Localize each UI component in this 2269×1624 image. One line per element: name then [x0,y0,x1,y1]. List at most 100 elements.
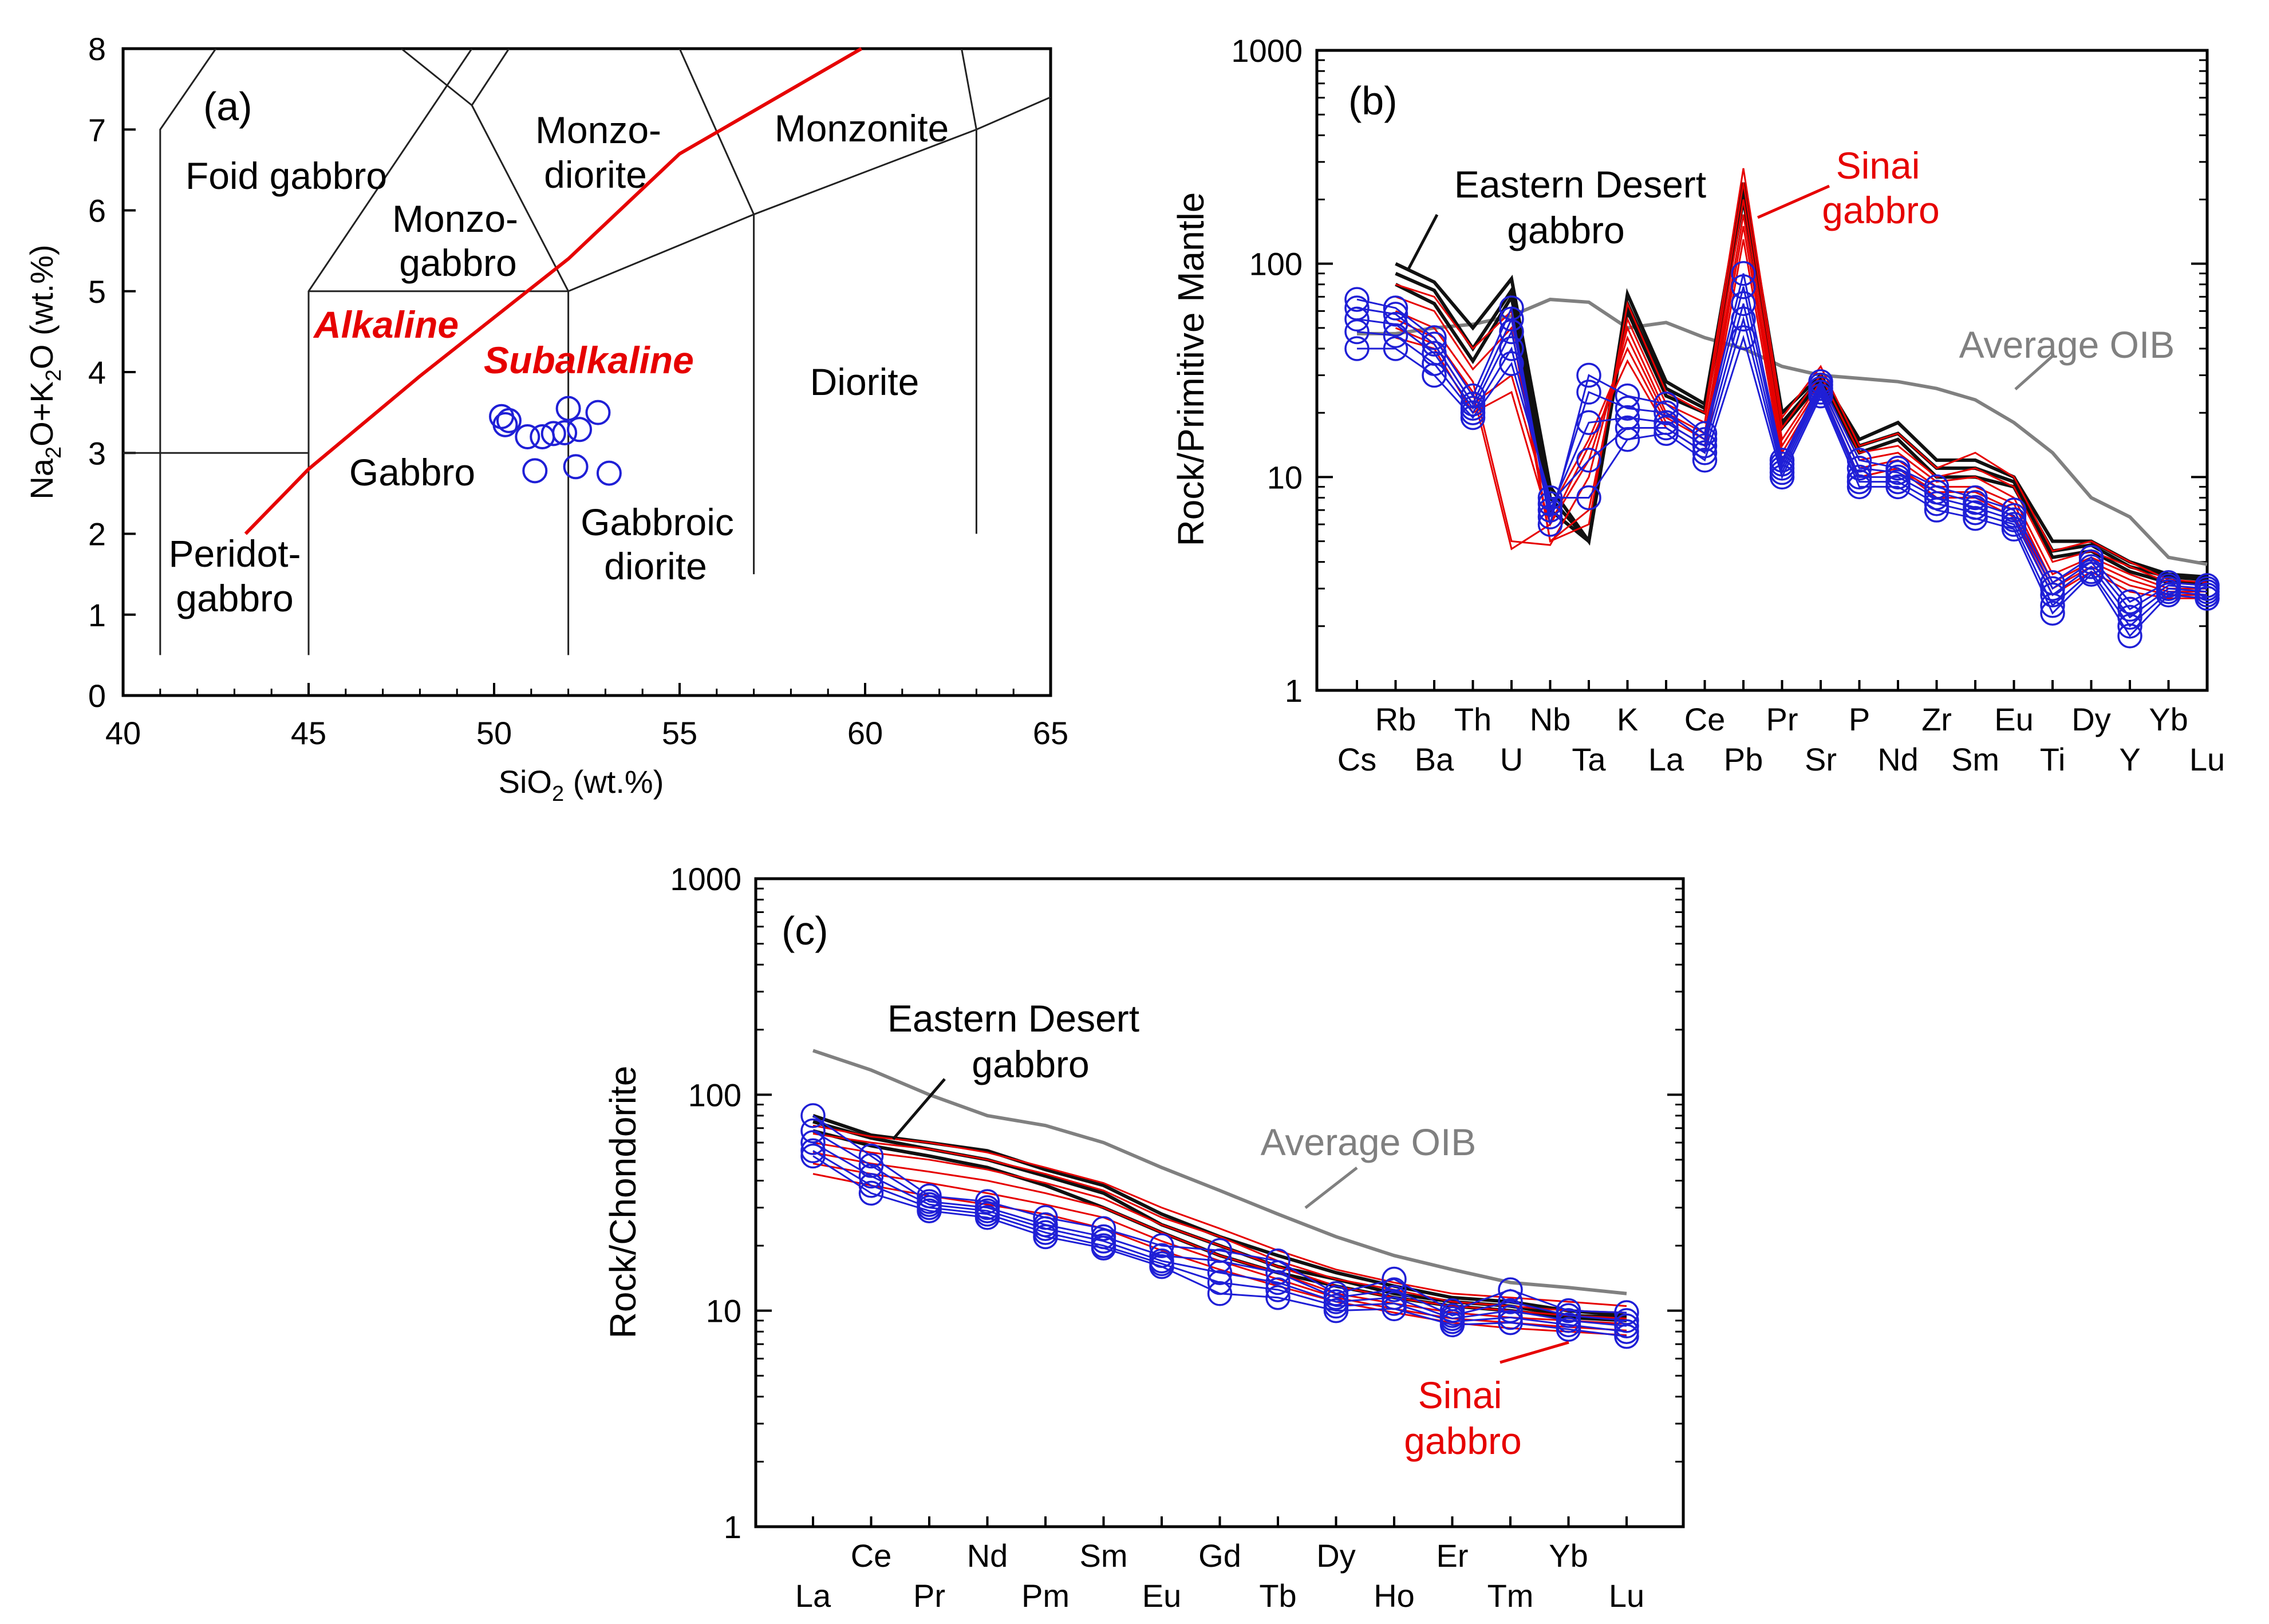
panel-b-sample-point [1846,474,1872,500]
panel-b-sample-point [1383,302,1408,327]
panel-c-sinai-line [812,1132,1627,1314]
panel-a-x-axis-label: SiO2 (wt.%) [499,764,664,806]
panel-b-sample-point [1383,336,1408,361]
field-label-peridot-gabbro-line1: Peridot- [168,532,301,575]
panel-a-sample-point [585,400,611,425]
panel-b-sample-point [1576,362,1601,388]
panel-b-sample-point [1576,410,1601,435]
panel-c-oib-line [812,1049,1627,1295]
panel-b-sample-point [1537,504,1563,530]
panel-c-sinai-circle-line [812,1115,1627,1314]
panel-a-sample-point [515,424,540,449]
panel-c-label-sinai-line2: gabbro [1404,1420,1522,1462]
panel-c-sinai-line [812,1151,1627,1325]
panel-c-sample-point [1207,1270,1233,1295]
panel-b-sample-point [1537,485,1563,511]
panel-c-y-tick-label: 10 [706,1293,741,1329]
series-label-alkaline: Alkaline [313,303,459,346]
panel-b-sample-point [1499,336,1524,361]
panel-c-sample-point [800,1130,826,1155]
panel-b-sample-point [1924,497,1950,523]
panel-b-sample-point [2078,562,2104,587]
panel-c-x-tick-label: Yb [1549,1538,1588,1574]
panel-b-sample-point [1692,433,1718,459]
panel-c-x-tick-label: La [795,1578,831,1614]
panel-c-sample-point [1091,1235,1116,1261]
panel-b-leader-lines [1407,184,2054,390]
panel-c-sample-point [1498,1289,1523,1314]
panel-a-y-tick-label: 8 [88,31,106,67]
panel-b-sample-point [2117,589,2142,615]
panel-a-y-tick-label: 3 [88,435,106,471]
field-label-monzodiorite-line1: Monzo- [535,109,661,151]
panel-b-sample-point [1692,440,1718,465]
panel-b-sinai-leader [1757,184,1830,219]
panel-b-sample-point [1654,415,1679,441]
panel-b-x-tick-label: Ta [1572,741,1606,777]
panel-c-tag: (c) [782,908,828,953]
panel-a-y-tick-label: 1 [88,597,106,633]
panel-c-axes: 1 10 100 1000 La Ce Pr Nd Pm Sm Eu Gd Tb Dy Ho Er Tm Yb Lu [670,861,1683,1614]
panel-c-sample-point [1382,1285,1407,1310]
panel-b-x-tick-label: Ti [2040,741,2066,777]
field-label-diorite: Diorite [810,361,920,403]
panel-b-x-tick-label: Lu [2189,741,2225,777]
panel-b-sample-point [2156,582,2181,608]
panel-a-sample-point [492,412,518,437]
panel-a-y-tick-label: 6 [88,193,106,229]
panel-b-sample-point [1963,495,1988,520]
panel-b-sample-point [1383,311,1408,337]
field-label-gabbro: Gabbro [349,451,475,493]
panel-c-x-tick-label: Tm [1487,1578,1534,1614]
panel-b-sample-point [2040,582,2065,608]
panel-b-sample-point [1731,260,1756,286]
panel-c-x-tick-label: Pm [1021,1578,1070,1614]
panel-c-sample-point [1498,1305,1523,1330]
panel-c-ree-diagram: 1 10 100 1000 La Ce Pr Nd Pm Sm Eu Gd Tb Dy Ho Er Tm Yb Lu… [602,861,1685,1614]
panel-c-sample-point [858,1173,884,1198]
panel-a-field-boundary [401,48,473,106]
panel-b-x-tick-label: Ce [1684,701,1726,737]
panel-a-y-tick-label: 0 [88,678,106,714]
panel-a-y-tick-label: 7 [88,112,106,148]
panel-a-sample-point [563,454,589,480]
panel-b-sample-point [2117,614,2142,639]
panel-b-x-tick-label: Sr [1805,741,1837,777]
panel-b-frame [1315,49,2209,692]
panel-b-x-tick-label: La [1648,741,1684,777]
panel-a-x-tick-label: 60 [847,715,883,751]
panel-a-sample-point [522,458,548,484]
panel-c-sample-point [800,1103,826,1128]
panel-b-sample-point [1731,306,1756,332]
panel-a-alkaline-divide-line [244,47,863,535]
panel-b-x-tick-label: Ba [1415,741,1454,777]
panel-b-x-tick-label: K [1617,701,1638,737]
panel-c-sample-point [1498,1298,1523,1323]
panel-b-sample-point [2078,554,2104,579]
panel-b-sinai-circle-line [1356,286,2208,611]
panel-a-tag: (a) [203,84,252,129]
series-label-subalkaline: Subalkaline [484,339,694,381]
panel-b-x-tick-label: Y [2119,741,2140,777]
panel-a-sample-points [488,396,622,486]
panel-b-sample-point [2117,623,2142,649]
panel-b-sinai-line [1395,214,2207,593]
panel-b-x-tick-label: Zr [1921,701,1952,737]
panel-c-label-eastern-desert-line1: Eastern Desert [887,997,1139,1040]
panel-b-x-tick-label: Nb [1530,701,1571,737]
panel-a-alkaline-subalkaline-line [244,47,863,535]
panel-a-y-tick-label: 5 [88,274,106,310]
panel-c-sample-point [1265,1270,1291,1295]
panel-c-oib-leader [1304,1167,1358,1209]
panel-b-sample-point [1963,490,1988,515]
field-label-gabbroic-diorite-line1: Gabbroic [581,501,734,543]
panel-c-sample-point [1439,1312,1465,1338]
panel-b-sample-point [1692,448,1718,473]
panel-b-x-tick-label: Rb [1375,701,1416,737]
panel-b-sample-point [1537,497,1563,523]
panel-b-eastern-desert-line [1395,182,2208,579]
panel-b-sinai-line [1395,182,2208,587]
